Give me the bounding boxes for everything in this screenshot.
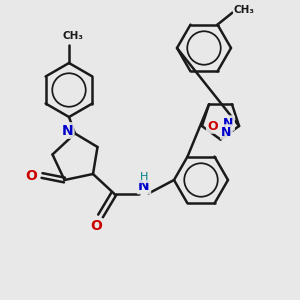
Text: N: N [221,125,232,139]
Text: N: N [224,116,234,130]
Text: O: O [207,119,218,133]
Text: CH₃: CH₃ [63,31,84,41]
Text: N: N [62,124,73,137]
Text: O: O [26,169,38,182]
Text: CH₃: CH₃ [234,4,255,15]
Text: N: N [138,179,150,193]
Text: O: O [90,220,102,233]
Text: H: H [140,172,148,182]
